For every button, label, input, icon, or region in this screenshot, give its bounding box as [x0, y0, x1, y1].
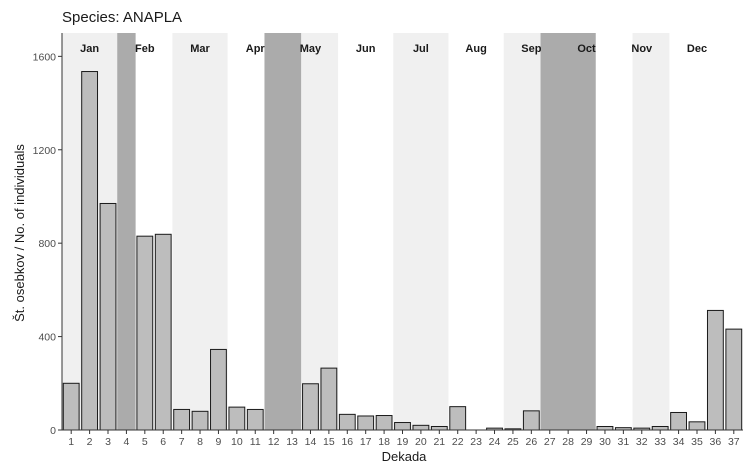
x-tick-label: 9: [216, 436, 222, 448]
x-tick-label: 6: [160, 436, 166, 448]
month-label-aug: Aug: [465, 43, 486, 55]
chart-title: Species: ANAPLA: [62, 9, 182, 26]
x-tick-label: 28: [562, 436, 574, 448]
x-tick-label: 4: [123, 436, 129, 448]
bar-dekada-33: [651, 425, 669, 431]
x-tick-label: 3: [105, 436, 111, 448]
x-tick-label: 12: [268, 436, 280, 448]
x-tick-label: 35: [691, 436, 703, 448]
x-tick-label: 37: [728, 436, 740, 448]
bar-dekada-21: [430, 425, 448, 431]
bar-series: [62, 71, 743, 431]
month-label-jun: Jun: [356, 43, 376, 55]
bar-dekada-26: [522, 410, 540, 431]
bar-dekada-37: [725, 328, 743, 431]
month-label-nov: Nov: [631, 43, 653, 55]
bar-dekada-19: [394, 422, 411, 431]
bar-dekada-14: [302, 383, 319, 431]
x-tick-label: 34: [673, 436, 685, 448]
month-label-oct: Oct: [577, 43, 596, 55]
y-tick-label: 800: [38, 238, 56, 250]
x-tick-label: 29: [581, 436, 593, 448]
month-label-feb: Feb: [135, 43, 155, 55]
x-tick-label: 23: [470, 436, 482, 448]
bar-dekada-10: [228, 406, 246, 431]
x-tick-label: 36: [710, 436, 722, 448]
month-band-1: [117, 33, 136, 430]
y-tick-label: 1200: [33, 145, 57, 157]
x-tick-label: 18: [378, 436, 390, 448]
month-band-6: [503, 33, 541, 430]
bar-dekada-35: [688, 421, 706, 431]
bar-dekada-5: [136, 235, 154, 431]
month-label-apr: Apr: [246, 43, 266, 55]
x-axis-title: Dekada: [382, 449, 428, 463]
x-tick-label: 7: [179, 436, 185, 448]
x-tick-label: 14: [305, 436, 317, 448]
x-tick-label: 10: [231, 436, 243, 448]
x-tick-label: 13: [286, 436, 298, 448]
bar-dekada-11: [246, 408, 264, 431]
bar-dekada-8: [191, 410, 209, 431]
bar-dekada-16: [338, 413, 356, 431]
y-axis-title: Št. osebkov / No. of individuals: [12, 144, 27, 322]
x-tick-label: 27: [544, 436, 556, 448]
x-tick-label: 8: [197, 436, 203, 448]
x-tick-label: 16: [341, 436, 353, 448]
month-band-7: [540, 33, 596, 430]
x-tick-label: 22: [452, 436, 464, 448]
x-tick-label: 33: [654, 436, 666, 448]
x-tick-label: 25: [507, 436, 519, 448]
x-axis: 1 2 3 4 5 6 7 8 9 10 11 12 13 14 15 16 17 18 19 20 21 22 23 24 2…: [62, 429, 743, 448]
bar-dekada-3: [99, 202, 117, 431]
bar-dekada-2: [81, 71, 99, 431]
x-tick-label: 24: [489, 436, 501, 448]
x-tick-label: 26: [525, 436, 537, 448]
month-band-3: [264, 33, 302, 430]
x-tick-label: 20: [415, 436, 427, 448]
x-tick-label: 2: [87, 436, 93, 448]
bar-dekada-9: [210, 348, 227, 431]
bar-dekada-20: [412, 424, 430, 431]
month-label-jan: Jan: [80, 43, 99, 55]
bar-dekada-36: [706, 309, 724, 431]
x-tick-label: 21: [433, 436, 445, 448]
bar-dekada-15: [320, 367, 338, 431]
month-label-sep: Sep: [521, 43, 541, 55]
x-tick-label: 1: [68, 436, 74, 448]
y-tick-label: 0: [50, 425, 56, 437]
month-label-jul: Jul: [413, 43, 429, 55]
month-band-4: [301, 33, 339, 430]
month-band-8: [632, 33, 670, 430]
bar-dekada-7: [173, 408, 191, 431]
month-shading: [62, 33, 670, 430]
month-label-mar: Mar: [190, 43, 210, 55]
x-tick-label: 32: [636, 436, 648, 448]
x-tick-label: 19: [397, 436, 409, 448]
bar-dekada-17: [357, 415, 375, 431]
x-tick-label: 31: [618, 436, 630, 448]
y-tick-label: 1600: [33, 51, 57, 63]
bar-dekada-6: [154, 233, 172, 431]
x-tick-label: 11: [250, 436, 261, 448]
bar-dekada-22: [449, 406, 467, 431]
month-labels: Jan Feb Mar Apr May Jun Jul Aug Sep Oct Nov Dec: [80, 43, 707, 55]
x-tick-label: 17: [360, 436, 372, 448]
month-band-5: [393, 33, 449, 430]
x-tick-label: 15: [323, 436, 335, 448]
bar-dekada-30: [596, 425, 614, 431]
bar-dekada-1: [62, 382, 80, 431]
bar-dekada-34: [670, 411, 687, 431]
x-tick-label: 5: [142, 436, 148, 448]
y-tick-label: 400: [38, 332, 56, 344]
month-label-may: May: [300, 43, 322, 55]
bar-dekada-18: [375, 415, 393, 431]
y-axis: 0 400 800 1200 1600: [33, 33, 63, 437]
x-tick-label: 30: [599, 436, 611, 448]
month-label-dec: Dec: [687, 43, 707, 55]
